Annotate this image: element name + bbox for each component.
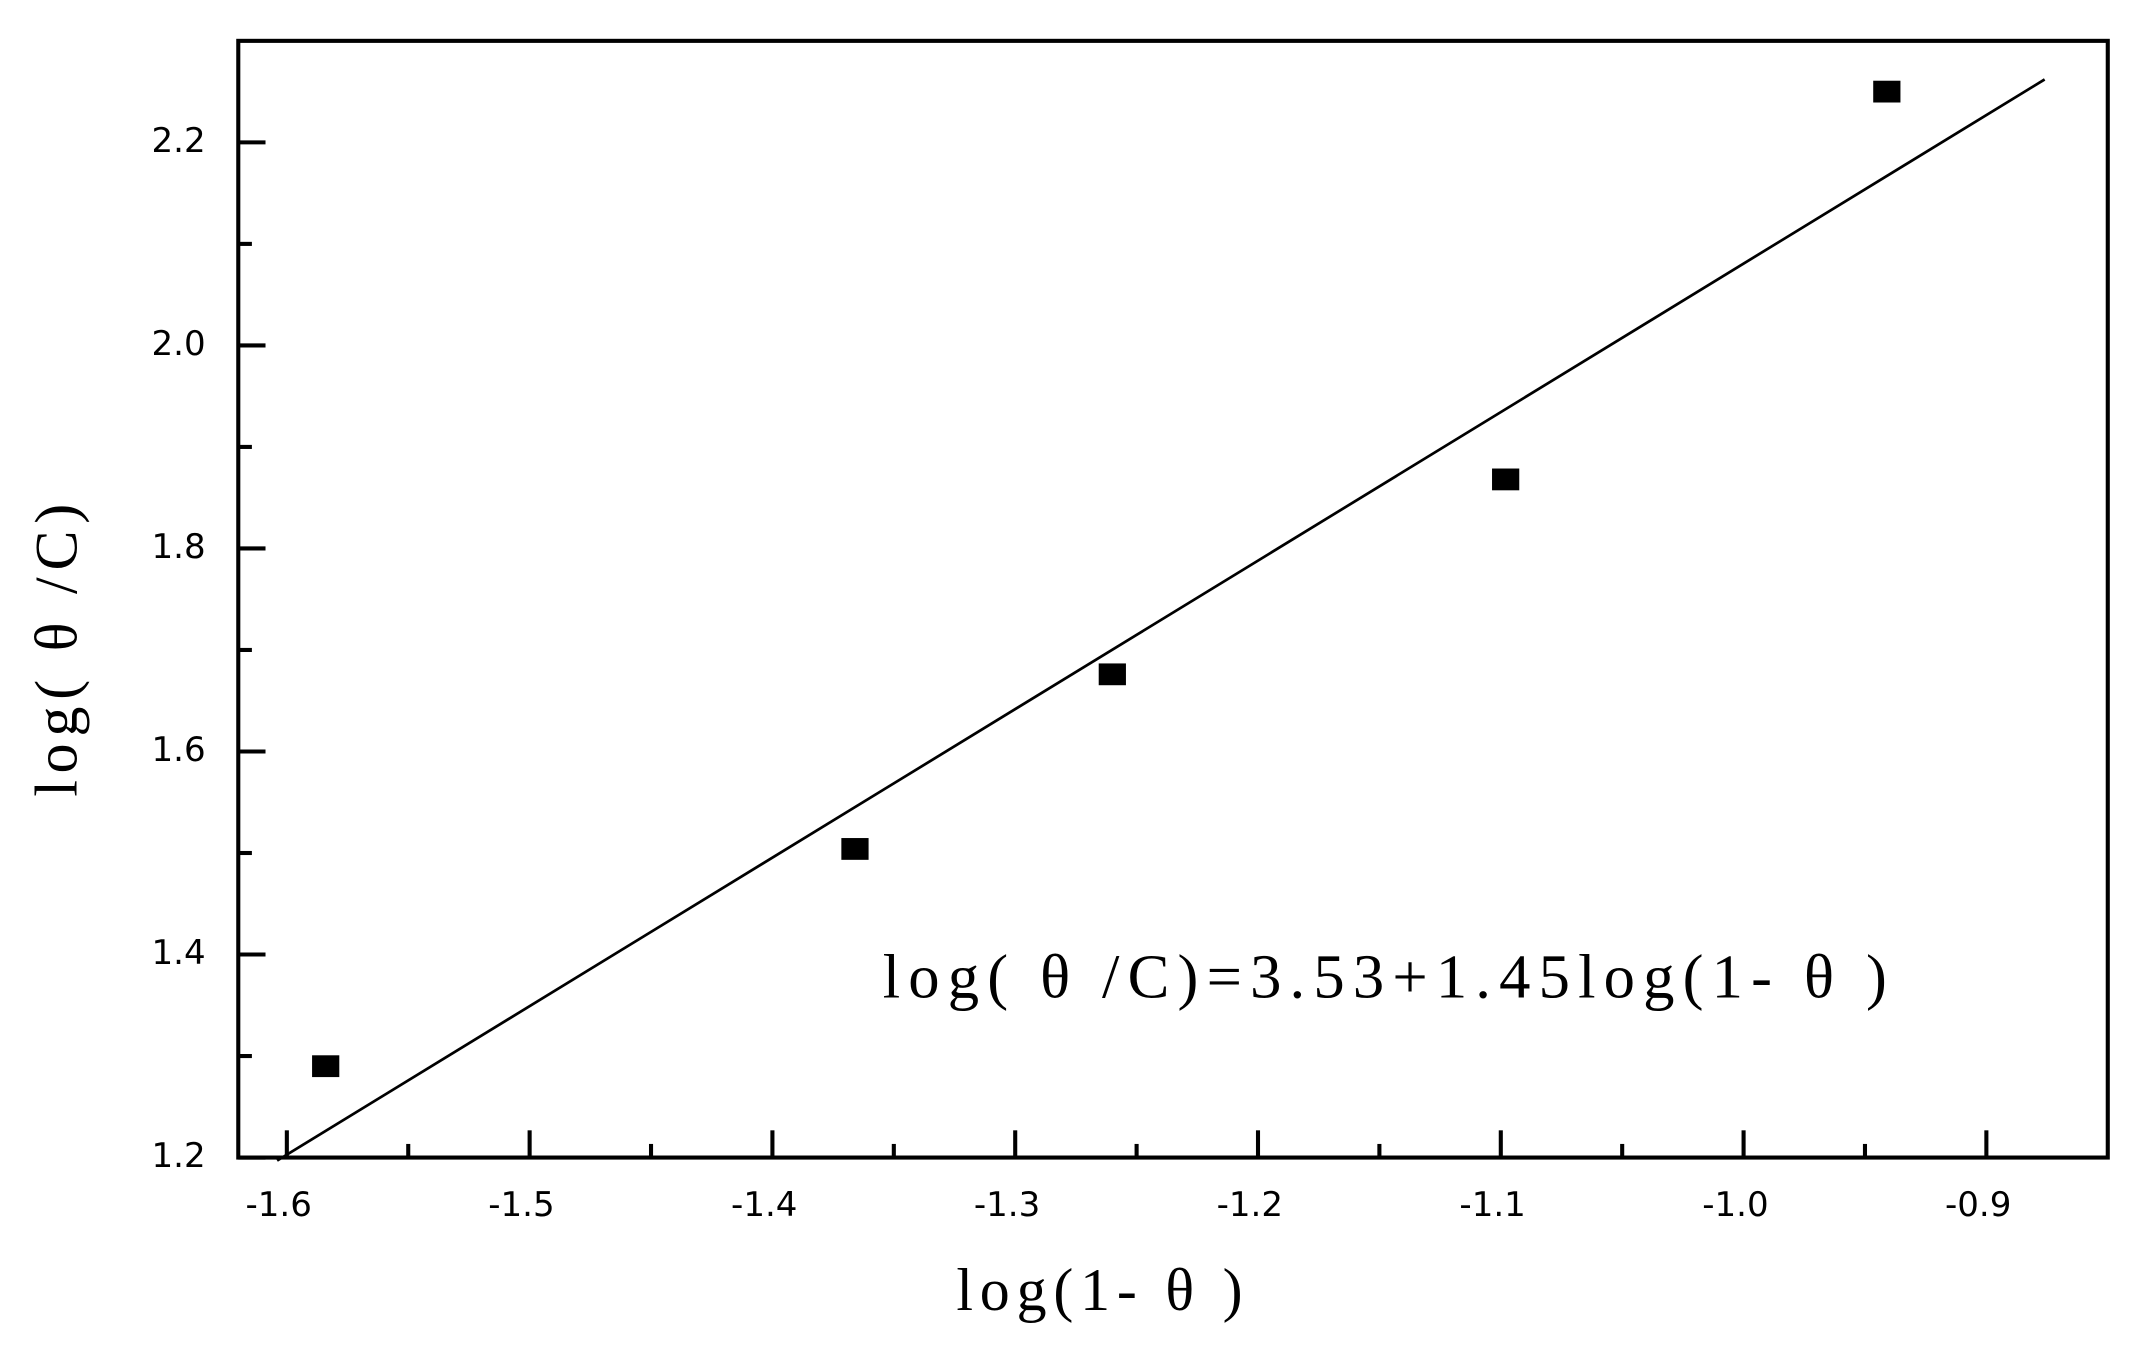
data-point [841,838,869,860]
x-tick-label: -1.6 [245,1185,311,1225]
x-tick-label: -0.9 [1945,1185,2011,1225]
x-tick-label: -1.1 [1459,1185,1525,1225]
data-point [1873,80,1901,103]
x-axis-label: log(1- θ ) [956,1257,1249,1323]
fit-line [276,78,2046,1162]
y-tick-label: 1.8 [151,527,205,567]
annotation: log( θ /C)=3.53+1.45log(1- θ ) [883,942,1895,1012]
x-tick-label: -1.4 [731,1185,797,1225]
y-axis-label: log( θ /C) [23,497,89,797]
x-tick-label: -1.5 [488,1185,554,1225]
x-tick-label: -1.2 [1217,1185,1283,1225]
y-tick-label: 1.2 [151,1136,205,1176]
data-point [1098,663,1126,686]
data-point [1492,468,1520,491]
y-tick-label: 1.4 [151,933,205,973]
y-tick-label: 2.0 [151,324,205,364]
x-tick-label: -1.3 [974,1185,1040,1225]
y-tick-label: 2.2 [151,121,205,161]
x-tick-label: -1.0 [1702,1185,1768,1225]
data-point [312,1055,340,1078]
y-tick-label: 1.6 [151,730,205,770]
plot-frame [236,38,2110,1160]
